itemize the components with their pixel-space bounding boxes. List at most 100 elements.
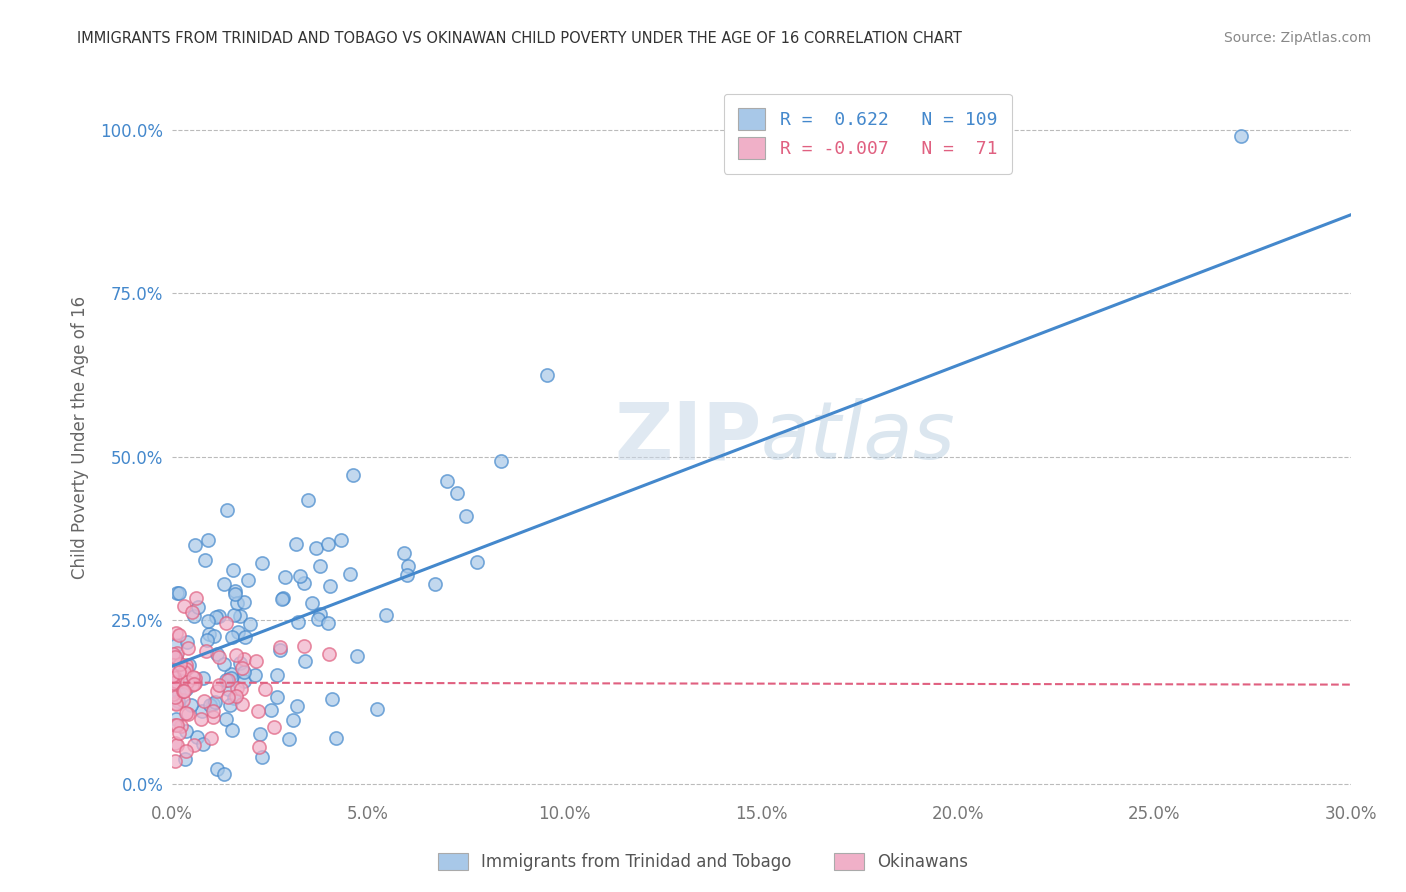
Point (271, 591, 294, 606)
Point (222, 563, 245, 577)
Point (176, 675, 198, 690)
Point (1229, 129, 1251, 144)
Point (229, 656, 252, 670)
Point (316, 616, 339, 631)
Point (165, 650, 187, 665)
Point (215, 615, 238, 630)
Point (195, 644, 218, 658)
Point (160, 669, 183, 683)
Point (176, 641, 198, 656)
Legend: Immigrants from Trinidad and Tobago, Okinawans: Immigrants from Trinidad and Tobago, Oki… (430, 845, 976, 880)
Point (239, 617, 262, 632)
Point (166, 718, 188, 732)
Point (184, 591, 207, 606)
Point (308, 559, 330, 574)
Point (183, 609, 205, 624)
Point (186, 730, 208, 744)
Point (163, 717, 186, 731)
Point (269, 640, 291, 655)
Point (316, 536, 339, 550)
Point (208, 678, 231, 692)
Point (236, 574, 259, 588)
Point (259, 703, 281, 717)
Point (309, 607, 332, 622)
Point (342, 468, 364, 483)
Point (226, 596, 249, 610)
Point (219, 698, 242, 713)
Point (183, 738, 205, 752)
Point (193, 694, 215, 708)
Point (224, 608, 246, 623)
Point (396, 558, 419, 573)
Point (166, 675, 188, 690)
Point (224, 583, 246, 598)
Point (321, 692, 343, 706)
Point (191, 704, 214, 718)
Point (307, 612, 329, 626)
Point (184, 671, 207, 685)
Point (162, 674, 184, 689)
Point (167, 725, 190, 739)
Point (207, 647, 229, 661)
Point (165, 696, 187, 710)
Point (253, 681, 276, 696)
Point (180, 678, 202, 692)
Point (174, 662, 197, 676)
Point (197, 533, 219, 548)
Point (233, 673, 256, 688)
Point (165, 736, 187, 750)
Point (245, 667, 267, 681)
Point (165, 712, 187, 726)
Point (167, 665, 190, 679)
Point (263, 721, 285, 735)
Legend: R =  0.622   N = 109, R = -0.007   N =  71: R = 0.622 N = 109, R = -0.007 N = 71 (724, 94, 1011, 174)
Point (162, 670, 184, 684)
Point (233, 651, 256, 665)
Point (446, 486, 468, 500)
Point (190, 712, 212, 726)
Point (165, 638, 187, 652)
Point (173, 665, 195, 679)
Text: ZIP: ZIP (614, 399, 761, 476)
Point (375, 608, 398, 623)
Point (200, 731, 222, 746)
Y-axis label: Child Poverty Under the Age of 16: Child Poverty Under the Age of 16 (72, 296, 89, 579)
Point (226, 681, 249, 695)
Point (179, 658, 201, 673)
Point (170, 673, 193, 688)
Point (181, 670, 204, 684)
Text: atlas: atlas (761, 399, 956, 476)
Point (193, 671, 215, 685)
Point (536, 368, 558, 382)
Point (215, 503, 238, 517)
Point (214, 673, 236, 688)
Point (172, 693, 194, 707)
Point (197, 614, 219, 628)
Point (225, 689, 247, 703)
Point (346, 649, 368, 664)
Point (339, 567, 361, 582)
Point (273, 591, 295, 605)
Point (225, 648, 247, 662)
Point (222, 690, 245, 705)
Point (174, 706, 197, 720)
Point (202, 704, 225, 718)
Point (250, 556, 273, 570)
Point (245, 654, 267, 668)
Point (205, 684, 228, 698)
Point (172, 684, 194, 698)
Point (423, 577, 446, 591)
Point (229, 682, 252, 697)
Point (183, 677, 205, 691)
Point (167, 586, 190, 600)
Point (174, 657, 197, 672)
Point (166, 586, 188, 600)
Point (169, 628, 191, 642)
Point (394, 546, 416, 560)
Point (284, 537, 307, 551)
Point (233, 665, 256, 680)
Point (467, 555, 489, 569)
Point (233, 631, 256, 645)
Point (396, 567, 419, 582)
Point (202, 709, 225, 723)
